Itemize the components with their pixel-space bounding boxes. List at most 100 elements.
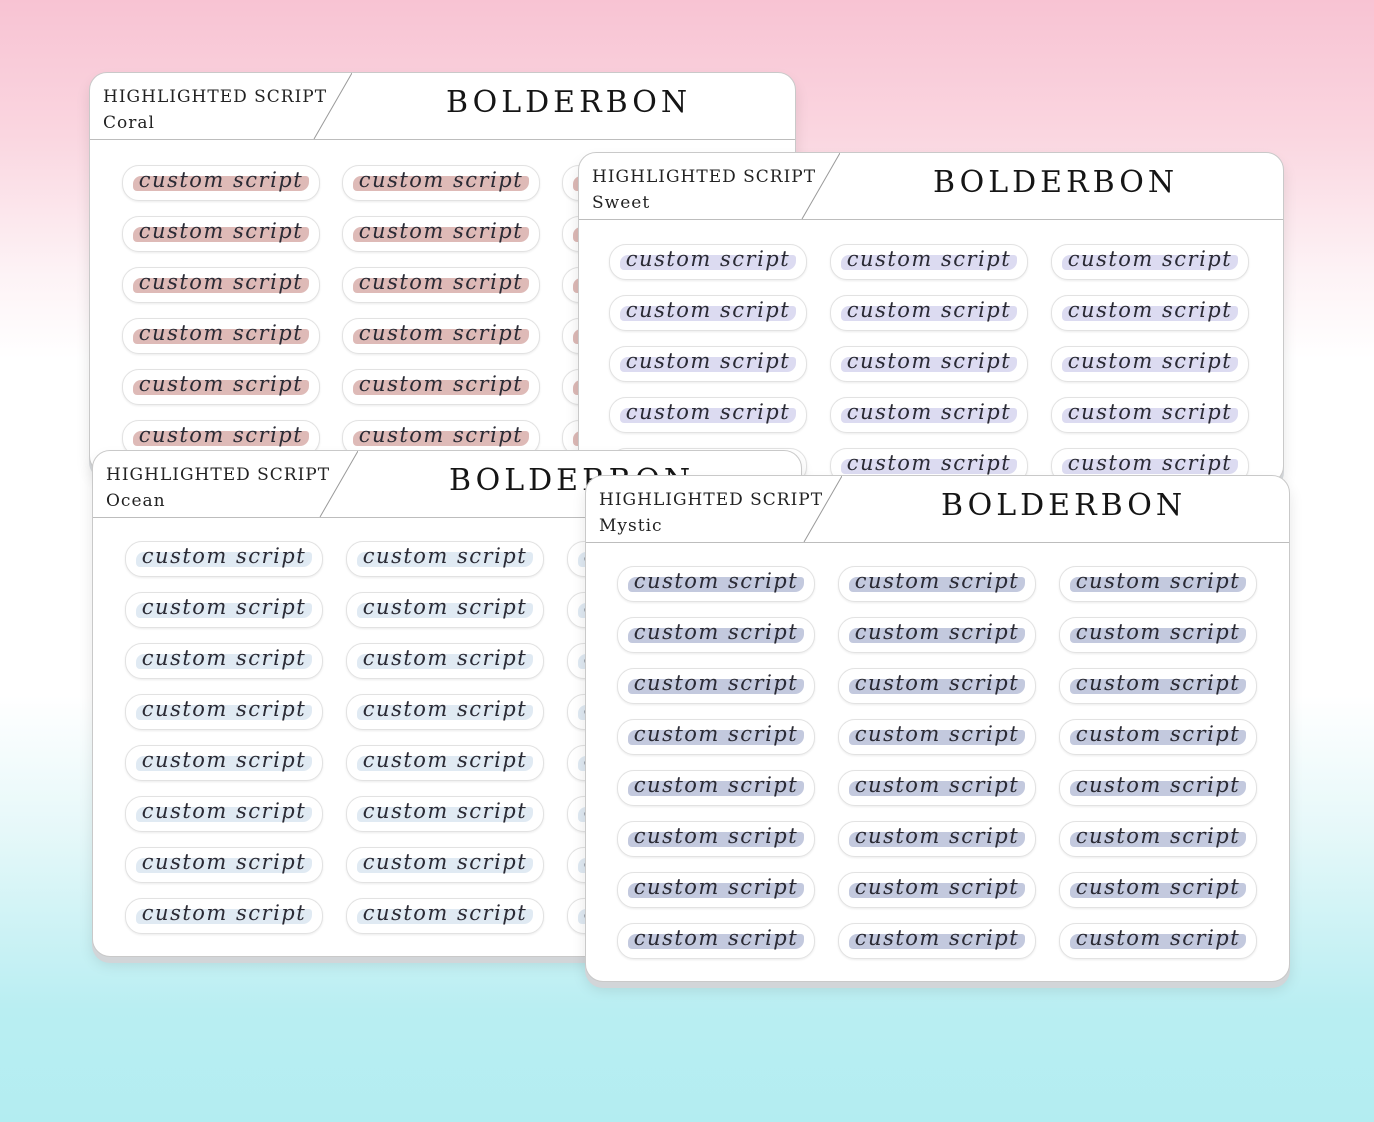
sheet-label: HIGHLIGHTED SCRIPT Coral: [103, 87, 327, 133]
sticker-text: custom script: [633, 569, 799, 593]
sticker-text: custom script: [141, 544, 307, 568]
sticker-text: custom script: [633, 875, 799, 899]
sticker-text: custom script: [362, 646, 528, 670]
sticker-text: custom script: [1075, 824, 1241, 848]
variant-name: Coral: [103, 113, 155, 133]
script-sticker: custom script: [1059, 668, 1257, 704]
script-sticker: custom script: [617, 770, 815, 806]
highlight-stroke: [357, 654, 533, 669]
script-sticker: custom script: [838, 617, 1036, 653]
highlight-stroke: [628, 730, 804, 745]
sheet-header: HIGHLIGHTED SCRIPT Coral BOLDERBON: [90, 73, 795, 140]
script-sticker: custom script: [125, 847, 323, 883]
sticker-text: custom script: [846, 298, 1012, 322]
script-sticker: custom script: [830, 244, 1028, 280]
sticker-text: custom script: [362, 697, 528, 721]
sticker-text: custom script: [362, 748, 528, 772]
sticker-text: custom script: [633, 773, 799, 797]
sticker-text: custom script: [141, 850, 307, 874]
highlight-stroke: [849, 679, 1025, 694]
sticker-text: custom script: [138, 321, 304, 345]
highlight-stroke: [628, 577, 804, 592]
sticker-text: custom script: [141, 901, 307, 925]
script-sticker: custom script: [830, 295, 1028, 331]
highlight-stroke: [357, 705, 533, 720]
header-divider: [803, 476, 842, 542]
sticker-text: custom script: [854, 875, 1020, 899]
script-sticker: custom script: [346, 898, 544, 934]
script-sticker: custom script: [838, 770, 1036, 806]
highlight-stroke: [1070, 577, 1246, 592]
highlight-stroke: [628, 934, 804, 949]
script-sticker: custom script: [617, 872, 815, 908]
highlight-stroke: [133, 431, 309, 446]
sheet-label: HIGHLIGHTED SCRIPT Ocean: [106, 465, 330, 511]
sticker-text: custom script: [362, 799, 528, 823]
brand-logo: BOLDERBON: [933, 165, 1179, 200]
highlight-stroke: [353, 329, 529, 344]
sticker-text: custom script: [854, 671, 1020, 695]
script-sticker: custom script: [838, 923, 1036, 959]
highlight-stroke: [849, 934, 1025, 949]
highlight-stroke: [1070, 781, 1246, 796]
sheet-header: HIGHLIGHTED SCRIPT Sweet BOLDERBON: [579, 153, 1283, 220]
variant-name: Sweet: [592, 193, 651, 213]
sticker-text: custom script: [141, 595, 307, 619]
highlight-stroke: [849, 832, 1025, 847]
brand-logo: BOLDERBON: [941, 488, 1187, 523]
sticker-text: custom script: [625, 400, 791, 424]
highlight-stroke: [136, 858, 312, 873]
highlight-stroke: [1062, 255, 1238, 270]
highlight-stroke: [849, 628, 1025, 643]
sticker-text: custom script: [633, 824, 799, 848]
sticker-text: custom script: [854, 569, 1020, 593]
sticker-text: custom script: [1075, 875, 1241, 899]
script-sticker: custom script: [838, 821, 1036, 857]
script-sticker: custom script: [1051, 295, 1249, 331]
sticker-text: custom script: [854, 926, 1020, 950]
sticker-text: custom script: [1075, 671, 1241, 695]
sticker-text: custom script: [846, 451, 1012, 475]
sticker-text: custom script: [141, 697, 307, 721]
script-sticker: custom script: [346, 541, 544, 577]
series-title: HIGHLIGHTED SCRIPT: [592, 167, 817, 187]
variant-name: Ocean: [106, 491, 166, 511]
series-title: HIGHLIGHTED SCRIPT: [599, 490, 824, 510]
highlight-stroke: [133, 329, 309, 344]
header-divider: [313, 73, 352, 139]
sticker-text: custom script: [358, 168, 524, 192]
highlight-stroke: [841, 255, 1017, 270]
script-sticker: custom script: [830, 346, 1028, 382]
highlight-stroke: [133, 227, 309, 242]
sticker-text: custom script: [138, 219, 304, 243]
script-sticker: custom script: [617, 566, 815, 602]
script-sticker: custom script: [609, 397, 807, 433]
sticker-text: custom script: [362, 595, 528, 619]
script-sticker: custom script: [617, 617, 815, 653]
highlight-stroke: [357, 858, 533, 873]
highlight-stroke: [620, 357, 796, 372]
highlight-stroke: [620, 408, 796, 423]
sticker-text: custom script: [854, 722, 1020, 746]
script-sticker: custom script: [830, 397, 1028, 433]
sticker-text: custom script: [633, 671, 799, 695]
script-sticker: custom script: [125, 592, 323, 628]
highlight-stroke: [136, 603, 312, 618]
sticker-text: custom script: [854, 620, 1020, 644]
script-sticker: custom script: [125, 796, 323, 832]
script-sticker: custom script: [122, 267, 320, 303]
highlight-stroke: [353, 380, 529, 395]
script-sticker: custom script: [617, 719, 815, 755]
highlight-stroke: [353, 431, 529, 446]
script-sticker: custom script: [122, 216, 320, 252]
sticker-text: custom script: [138, 270, 304, 294]
sticker-text: custom script: [1075, 569, 1241, 593]
sticker-text: custom script: [362, 850, 528, 874]
script-sticker: custom script: [342, 420, 540, 456]
sticker-text: custom script: [633, 620, 799, 644]
highlight-stroke: [357, 807, 533, 822]
sticker-text: custom script: [1067, 349, 1233, 373]
highlight-stroke: [353, 227, 529, 242]
sticker-text: custom script: [362, 901, 528, 925]
highlight-stroke: [628, 781, 804, 796]
